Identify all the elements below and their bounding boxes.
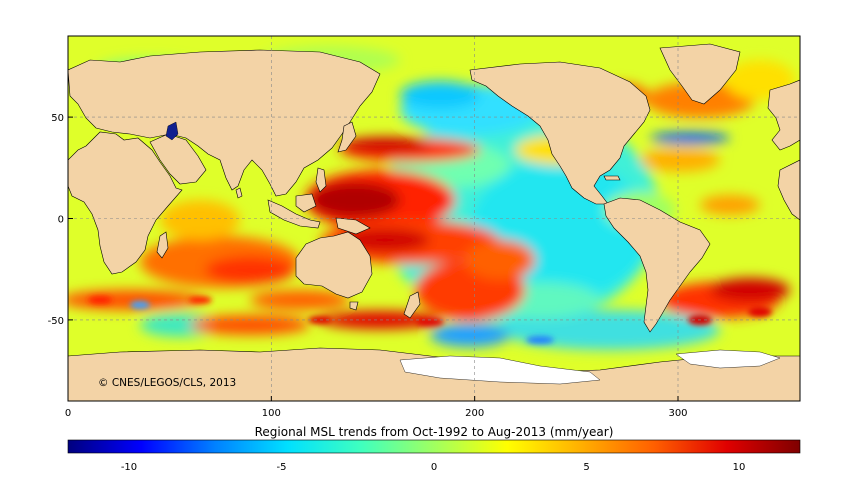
land-sri-lanka — [235, 187, 243, 199]
land-greenland — [659, 43, 741, 105]
colorbar-tick-label: 5 — [583, 462, 589, 473]
colorbar-tick-label: -10 — [121, 462, 137, 473]
ice-caspian — [165, 121, 179, 141]
x-tick-label: 300 — [668, 408, 687, 419]
y-tick-label: 50 — [51, 113, 64, 124]
land-philippines — [315, 167, 327, 193]
map-grid — [68, 36, 800, 401]
land-north-america — [469, 61, 651, 205]
land-south-america — [603, 197, 711, 333]
colorbar-ticks: -10 -5 0 5 10 — [121, 462, 746, 473]
x-tick-label: 100 — [262, 408, 281, 419]
y-axis-ticks: 50 0 -50 — [48, 113, 73, 327]
land-cuba — [603, 175, 621, 181]
land-africa — [68, 131, 183, 275]
colorbar — [67, 439, 801, 454]
land-indonesia — [267, 199, 321, 229]
colorbar-tick-label: 0 — [431, 462, 437, 473]
land-masses — [68, 43, 800, 401]
x-tick-label: 200 — [465, 408, 484, 419]
land-africa-west-wrap — [777, 159, 800, 221]
land-madagascar — [156, 231, 169, 259]
land-australia — [295, 231, 373, 299]
colorbar-tick-label: 10 — [733, 462, 746, 473]
y-tick-label: 0 — [58, 215, 64, 226]
land-tasmania — [349, 301, 359, 311]
land-japan — [337, 121, 357, 153]
colorbar-tick-label: -5 — [277, 462, 287, 473]
land-borneo — [295, 193, 317, 213]
land-eurasia — [68, 49, 381, 197]
x-axis-ticks: 0 100 200 300 — [65, 396, 688, 419]
ice-weddell-sea — [675, 349, 781, 369]
land-new-guinea — [335, 217, 371, 235]
map-credit: © CNES/LEGOS/CLS, 2013 — [98, 377, 236, 389]
land-europe-west — [767, 79, 800, 151]
x-tick-label: 0 — [65, 408, 71, 419]
land-arabia — [149, 133, 207, 185]
y-tick-label: -50 — [48, 316, 64, 327]
ice-ross-sea — [399, 355, 601, 385]
land-new-zealand — [403, 291, 421, 319]
colorbar-title: Regional MSL trends from Oct-1992 to Aug… — [255, 425, 614, 439]
sea-ice — [165, 121, 781, 385]
